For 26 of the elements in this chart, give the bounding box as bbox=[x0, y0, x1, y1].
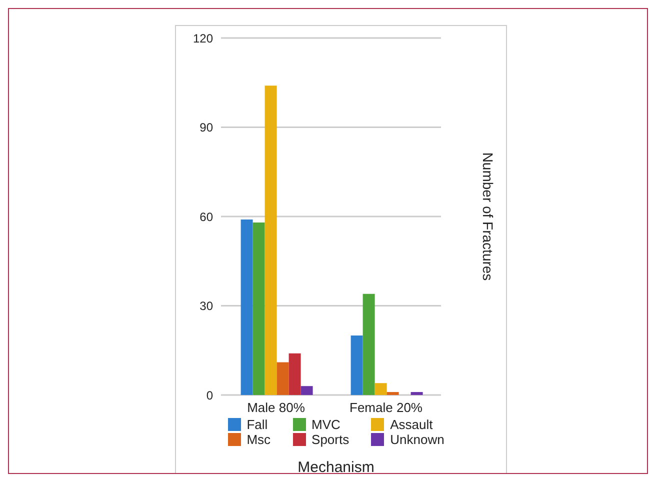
bar bbox=[374, 383, 387, 395]
bar bbox=[350, 336, 363, 395]
legend-label: MVC bbox=[312, 417, 340, 432]
x-axis-title: Mechanism bbox=[296, 459, 376, 475]
legend-label: Fall bbox=[246, 417, 268, 432]
bar bbox=[264, 86, 277, 395]
bar bbox=[362, 294, 375, 395]
legend-label: Assault bbox=[390, 417, 433, 432]
y-tick-label: 120 bbox=[192, 31, 214, 46]
y-tick-label: 0 bbox=[206, 388, 214, 402]
x-tick-label: Male 80% bbox=[247, 400, 306, 416]
bar bbox=[410, 392, 423, 395]
bar bbox=[240, 219, 253, 395]
bar bbox=[386, 392, 399, 395]
legend-label: Msc bbox=[246, 432, 271, 447]
bar bbox=[252, 222, 265, 395]
y-tick-label: 90 bbox=[200, 120, 214, 135]
y-axis-title: Number of Fractures bbox=[480, 152, 496, 281]
legend-label: Sports bbox=[312, 432, 350, 447]
y-tick-label: 30 bbox=[200, 299, 214, 314]
bar bbox=[276, 362, 289, 395]
legend-label: Unknown bbox=[390, 432, 444, 447]
x-tick-label: Female 20% bbox=[350, 400, 423, 416]
y-tick-label: 60 bbox=[200, 210, 214, 224]
bar bbox=[300, 386, 313, 395]
bar bbox=[288, 353, 301, 395]
